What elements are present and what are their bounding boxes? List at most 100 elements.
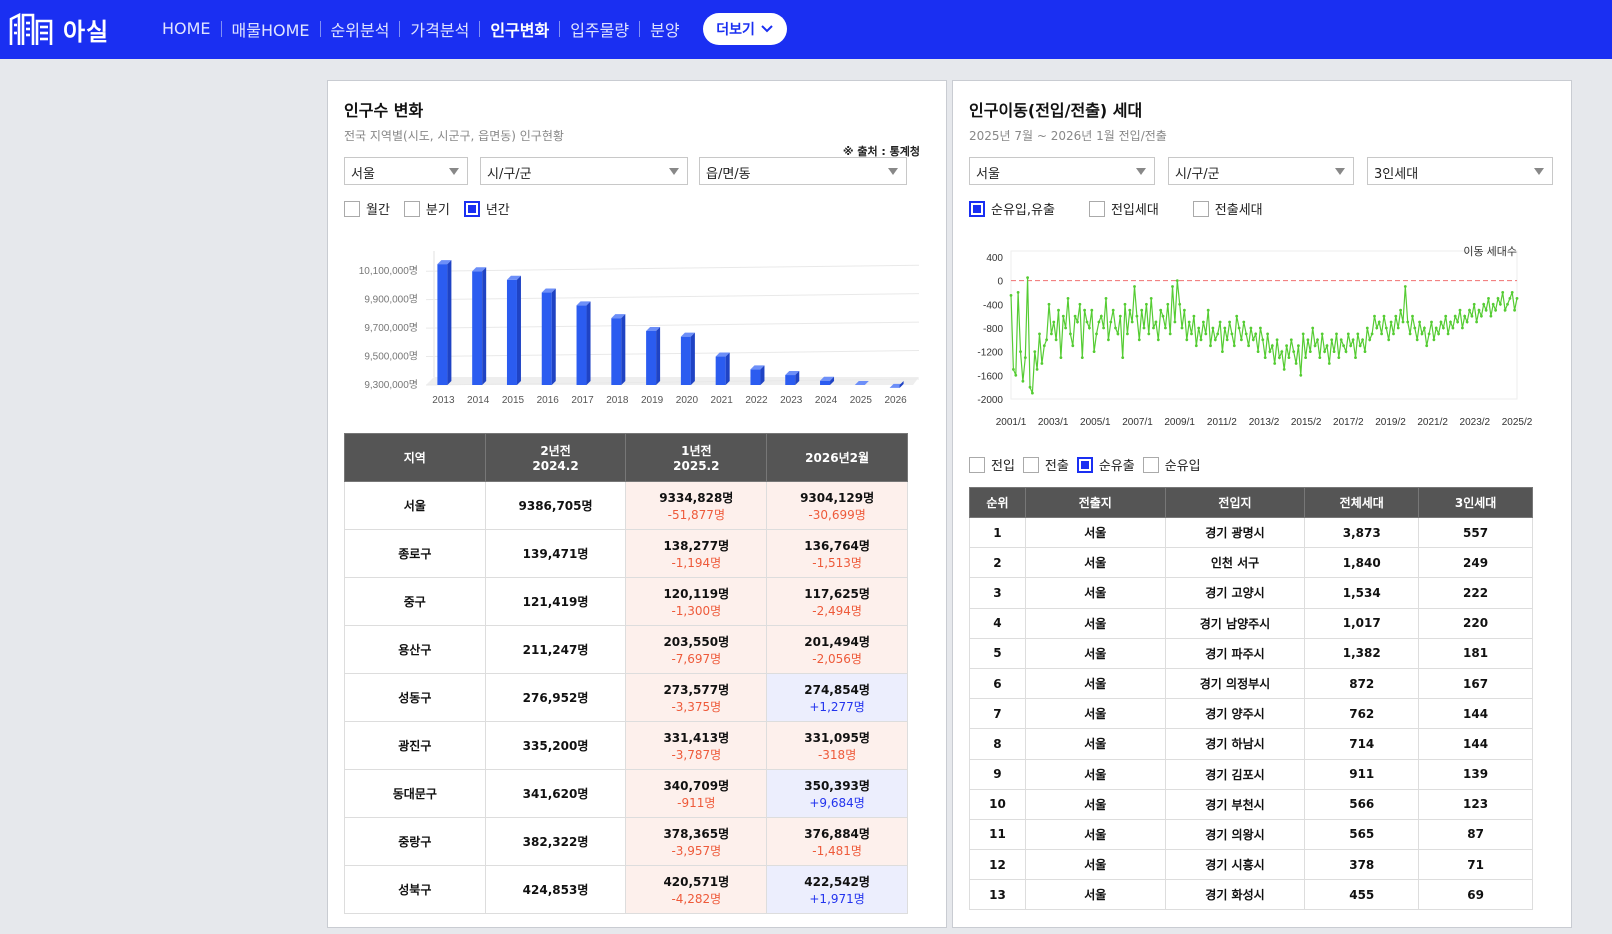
table-row[interactable]: 4 서울 경기 남양주시 1,017 220	[969, 607, 1533, 639]
more-button[interactable]: 더보기	[702, 12, 787, 45]
checkbox-box[interactable]	[1192, 200, 1209, 217]
checkbox-2[interactable]: 순유출	[1076, 455, 1135, 474]
delta: -1,194명	[671, 555, 722, 570]
sido-select[interactable]: 서울	[969, 157, 1155, 185]
total-households-cell: 378	[1304, 849, 1420, 881]
checkbox-1[interactable]: 분기	[403, 199, 450, 218]
data-point	[1121, 356, 1125, 359]
checkbox-box[interactable]	[344, 200, 360, 217]
sido-select[interactable]: 서울	[344, 157, 468, 185]
checkbox-0[interactable]: 월간	[344, 199, 390, 218]
checkbox-1[interactable]: 전입세대	[1088, 199, 1159, 218]
y-tick-label: 9,700,000명	[364, 322, 418, 334]
nav-item[interactable]: 입주물량	[570, 20, 630, 40]
to-cell: 경기 화성시	[1164, 879, 1306, 911]
data-point	[1047, 302, 1051, 306]
checkbox-box[interactable]	[463, 200, 480, 217]
data-point	[1451, 326, 1455, 330]
table-row[interactable]: 6 서울 경기 의정부시 872 167	[969, 667, 1533, 700]
region-cell: 종로구	[344, 529, 486, 578]
delta: -51,877명	[667, 507, 725, 522]
nav-item[interactable]: 매물HOME	[231, 20, 310, 40]
data-point	[1142, 326, 1146, 330]
table-row[interactable]: 광진구 335,200명 331,413명 -3,787명 331,095명 -318명	[344, 721, 908, 770]
from-cell: 서울	[1024, 879, 1166, 911]
checkbox-box[interactable]	[969, 200, 985, 217]
nav-item[interactable]: 순위분석	[330, 20, 390, 40]
from-cell: 서울	[1024, 788, 1166, 820]
checkbox-box[interactable]	[403, 200, 420, 217]
table-row[interactable]: 용산구 211,247명 203,550명 -7,697명 201,494명 -2,056…	[344, 625, 908, 674]
table-row[interactable]: 5 서울 경기 파주시 1,382 181	[969, 637, 1533, 669]
data-point	[1384, 326, 1388, 330]
data-point	[1411, 314, 1414, 318]
nav-item[interactable]: 인구변화	[490, 20, 550, 40]
region-cell: 중랑구	[344, 817, 486, 866]
table-row[interactable]: 7 서울 경기 양주시 762 144	[969, 698, 1533, 730]
data-point	[1370, 332, 1374, 336]
bar-side	[899, 381, 904, 388]
data-point	[1218, 320, 1222, 324]
data-point	[1339, 338, 1343, 342]
checkbox-box[interactable]	[1088, 200, 1105, 217]
data-point	[1107, 338, 1110, 342]
checkbox-box[interactable]	[1022, 456, 1039, 473]
table-row[interactable]: 11 서울 경기 의왕시 565 87	[969, 818, 1533, 851]
sigungu-select[interactable]: 시/구/군	[480, 157, 688, 185]
delta: -4,282명	[671, 891, 722, 906]
table-row[interactable]: 9 서울 경기 김포시 911 139	[969, 758, 1533, 790]
bar-side	[551, 288, 556, 385]
two-years-ago-cell: 211,247명	[484, 625, 627, 674]
delta: -318명	[817, 747, 857, 762]
checkbox-3[interactable]: 순유입	[1142, 455, 1201, 474]
total-households-cell: 1,017	[1304, 607, 1420, 639]
nav-item[interactable]: 가격분석	[410, 20, 470, 40]
nav-item[interactable]: HOME	[162, 19, 211, 38]
data-point	[1173, 320, 1177, 324]
table-row[interactable]: 13 서울 경기 화성시 455 69	[969, 879, 1533, 911]
data-point	[1249, 326, 1253, 330]
data-point	[1042, 344, 1046, 348]
table-row[interactable]: 서울 9386,705명 9334,828명 -51,877명 9304,129명 -30…	[344, 481, 908, 530]
checkbox-1[interactable]: 전출	[1022, 455, 1069, 474]
y-tick-label: -400	[983, 300, 1003, 311]
table-row[interactable]: 12 서울 경기 시흥시 378 71	[969, 849, 1533, 881]
household-size-select[interactable]: 3인세대	[1367, 157, 1553, 185]
table-row[interactable]: 10 서울 경기 부천시 566 123	[969, 788, 1533, 820]
migration-line-chart: 400 0 -400 -800 -1200 -1600 -2000 2001/1 2003/1 2…	[977, 245, 1532, 428]
table-row[interactable]: 3 서울 경기 고양시 1,534 222	[969, 577, 1533, 609]
data-point	[1178, 302, 1182, 306]
table-row[interactable]: 2 서울 인천 서구 1,840 249	[969, 547, 1533, 579]
checkbox-0[interactable]: 순유입,유출	[969, 199, 1055, 218]
checkbox-2[interactable]: 전출세대	[1192, 199, 1263, 218]
eupmyeondong-select[interactable]: 읍/면/동	[699, 157, 907, 185]
nav-item[interactable]: 분양	[650, 20, 680, 40]
checkbox-box[interactable]	[1142, 456, 1159, 473]
migration-panel: 인구이동(전입/전출) 세대 2025년 7월 ~ 2026년 1월 전입/전출…	[952, 80, 1572, 928]
sigungu-select[interactable]: 시/구/군	[1168, 157, 1354, 185]
data-point	[1263, 356, 1267, 359]
data-point	[1211, 326, 1215, 330]
checkbox-box[interactable]	[1076, 456, 1093, 473]
data-point	[1073, 314, 1077, 318]
table-row[interactable]: 1 서울 경기 광명시 3,873 557	[969, 516, 1533, 549]
logo[interactable]: 아실	[9, 9, 109, 49]
table-row[interactable]: 성동구 276,952명 273,577명 -3,375명 274,854명 +1,277…	[344, 673, 908, 722]
table-row[interactable]: 중랑구 382,322명 378,365명 -3,957명 376,884명 -1,481…	[344, 817, 908, 866]
table-row[interactable]: 종로구 139,471명 138,277명 -1,194명 136,764명 -1,513…	[344, 529, 908, 578]
checkbox-2[interactable]: 년간	[463, 199, 510, 218]
table-row[interactable]: 성북구 424,853명 420,571명 -4,282명 422,542명 +1,971…	[344, 865, 908, 914]
data-point	[1394, 314, 1398, 318]
data-point	[1444, 314, 1448, 318]
data-point	[1489, 314, 1493, 318]
data-point	[1382, 314, 1386, 318]
data-point	[1373, 314, 1376, 318]
checkbox-box[interactable]	[969, 456, 985, 473]
table-row[interactable]: 동대문구 341,620명 340,709명 -911명 350,393명 +9,684명	[344, 769, 908, 818]
table-row[interactable]: 8 서울 경기 하남시 714 144	[969, 728, 1533, 760]
data-point	[1202, 320, 1205, 324]
two-years-ago-cell: 121,419명	[484, 577, 627, 626]
table-row[interactable]: 중구 121,419명 120,119명 -1,300명 117,625명 -2,494명	[344, 577, 908, 626]
checkbox-0[interactable]: 전입	[969, 455, 1015, 474]
header-line1: 지역	[403, 451, 426, 465]
